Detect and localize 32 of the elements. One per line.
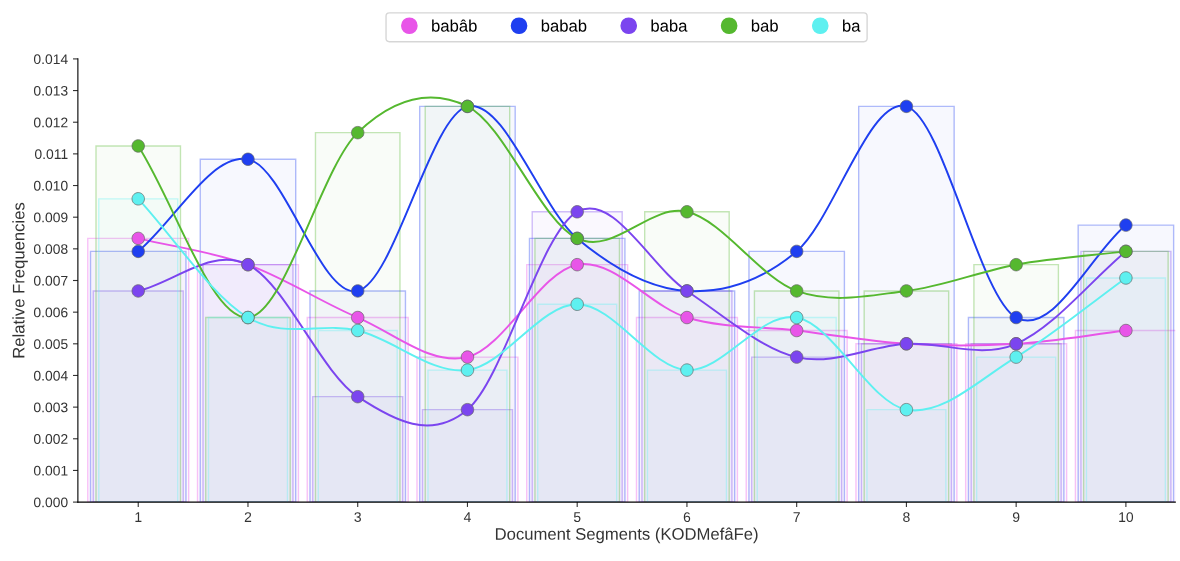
y-tick-label: 0.003 bbox=[33, 402, 68, 413]
x-tick-label: 6 bbox=[683, 512, 691, 523]
legend-label: babâb bbox=[432, 19, 477, 32]
x-tick-label: 4 bbox=[463, 512, 471, 522]
y-tick-label: 0.012 bbox=[33, 117, 68, 128]
legend-label: babab bbox=[541, 19, 587, 32]
y-tick-label: 0.014 bbox=[33, 54, 68, 65]
y-tick-label: 0.013 bbox=[33, 85, 68, 96]
y-tick-label: 0.011 bbox=[34, 149, 68, 160]
y-tick-label: 0.002 bbox=[33, 434, 68, 444]
y-tick-label: 0.005 bbox=[33, 339, 68, 349]
y-tick-label: 0.007 bbox=[33, 275, 68, 286]
y-tick-label: 0.004 bbox=[33, 370, 68, 381]
y-axis-title: Relative Frequencies bbox=[12, 202, 28, 358]
y-tick-label: 0.008 bbox=[33, 244, 68, 255]
x-tick-label: 8 bbox=[903, 512, 910, 523]
legend-label: ba bbox=[843, 19, 861, 32]
x-tick-label: 5 bbox=[573, 512, 581, 523]
x-tick-label: 2 bbox=[244, 512, 252, 522]
y-tick-label: 0.010 bbox=[33, 180, 68, 191]
y-tick-label: 0.009 bbox=[33, 212, 68, 223]
x-tick-label: 3 bbox=[354, 512, 361, 523]
x-tick-label: 10 bbox=[1119, 512, 1134, 523]
x-axis-title: Document Segments (KODMefâFe) bbox=[495, 527, 758, 544]
y-tick-label: 0.000 bbox=[33, 497, 68, 508]
y-tick-label: 0.001 bbox=[33, 465, 68, 476]
legend-label: bab bbox=[751, 19, 778, 32]
y-tick-label: 0.006 bbox=[33, 307, 68, 318]
x-tick-label: 9 bbox=[1012, 512, 1020, 523]
x-tick-label: 1 bbox=[135, 512, 142, 522]
x-tick-label: 7 bbox=[793, 512, 800, 522]
legend-label: baba bbox=[651, 19, 688, 32]
